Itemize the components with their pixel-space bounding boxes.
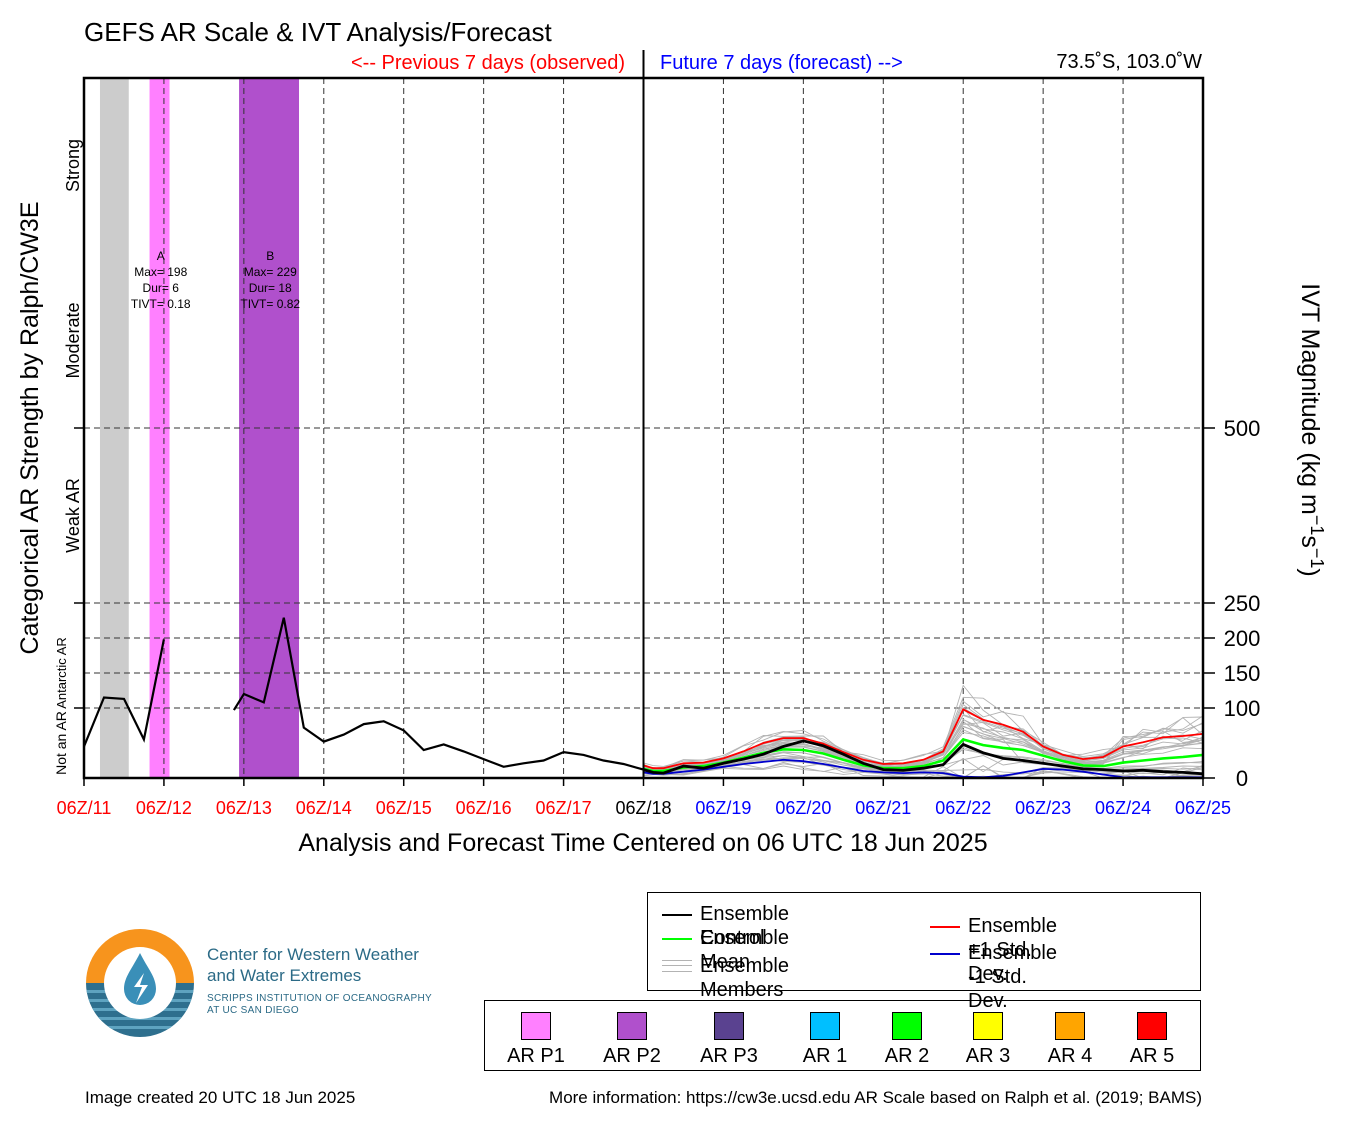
event-annotation-line: TIVT= 0.82: [240, 297, 300, 311]
x-tick-label: 06Z/24: [1095, 798, 1151, 818]
ar-scale-chip: [892, 1012, 922, 1040]
x-tick-label: 06Z/11: [57, 798, 112, 818]
x-tick-label: 06Z/25: [1175, 798, 1231, 818]
logo-org-name: Center for Western Weather and Water Ext…: [207, 944, 419, 986]
legend-label-members: Ensemble Members: [700, 955, 789, 1001]
x-tick-label: 06Z/15: [376, 798, 432, 818]
observed-ivt-line: [82, 639, 165, 747]
ar-scale-chip: [1055, 1012, 1085, 1040]
y-tick-label: 0: [1236, 766, 1248, 791]
ar-scale-item: AR 1: [785, 1001, 865, 1071]
footer-info: More information: https://cw3e.ucsd.edu …: [549, 1088, 1202, 1107]
y-axis-label-left: Categorical AR Strength by Ralph/CW3E: [16, 202, 44, 655]
ar-scale-key: AR P1 AR P2 AR P3 AR 1 AR 2 AR 3 AR 4 AR…: [484, 1000, 1201, 1071]
ar-scale-chip: [617, 1012, 647, 1040]
x-tick-label: 06Z/22: [935, 798, 991, 818]
category-label: Strong: [63, 139, 83, 192]
ar-scale-item: AR 2: [867, 1001, 947, 1071]
ar-scale-label: AR 5: [1129, 1045, 1175, 1067]
legend-swatch-plus-std: [930, 926, 960, 928]
ar-scale-chip: [973, 1012, 1003, 1040]
series-ensemble-1-std-dev: [643, 758, 1203, 779]
legend-swatch-control: [662, 914, 692, 916]
ensemble-member-line: [643, 696, 1204, 769]
x-tick-label: 06Z/16: [456, 798, 512, 818]
event-annotation-line: A: [157, 249, 165, 263]
x-tick-label: 06Z/18: [615, 798, 671, 818]
category-label: Antarctic AR: [54, 637, 69, 709]
ar-scale-item: AR 5: [1112, 1001, 1192, 1071]
logo-sub2: AT UC SAN DIEGO: [207, 1005, 299, 1016]
ivt-chart: A Max= 198 Dur= 6 TIVT= 0.18 B Max= 229 Dur= 1…: [16, 17, 1327, 857]
ar-scale-item: AR 3: [948, 1001, 1028, 1071]
legend-label-plus-std: Ensemble +1 Std. Dev.: [968, 915, 1057, 985]
event-annotation-line: B: [266, 249, 274, 263]
logo-line1: Center for Western Weather: [207, 945, 419, 964]
x-tick-label: 06Z/14: [296, 798, 352, 818]
ar-scale-chip: [1137, 1012, 1167, 1040]
ar-scale-label: AR 3: [965, 1045, 1011, 1067]
ar-scale-label: AR 1: [802, 1045, 848, 1067]
observed-ivt-line: [232, 617, 644, 771]
logo-subtitle: SCRIPPS INSTITUTION OF OCEANOGRAPHY AT U…: [207, 993, 432, 1017]
header-observed: <-- Previous 7 days (observed): [351, 52, 625, 74]
y-tick-label: 100: [1224, 696, 1261, 721]
y-tick-label: 150: [1224, 661, 1261, 686]
ar-scale-chip: [810, 1012, 840, 1040]
ar-scale-label: AR 4: [1047, 1045, 1093, 1067]
legend-swatch-members: [662, 960, 692, 972]
ensemble-member-line: [643, 684, 1204, 769]
logo-sub1: SCRIPPS INSTITUTION OF OCEANOGRAPHY: [207, 993, 432, 1004]
header-forecast: Future 7 days (forecast) -->: [660, 52, 903, 74]
event-annotation-line: Max= 198: [134, 265, 187, 279]
y-tick-label: 500: [1224, 416, 1261, 441]
ar-scale-item: AR P2: [592, 1001, 672, 1071]
legend-label-minus-std: Ensemble -1 Std. Dev.: [968, 942, 1057, 1012]
x-tick-label: 06Z/13: [216, 798, 272, 818]
category-label: Moderate: [63, 302, 83, 378]
legend-label-control: Ensemble Control: [700, 903, 789, 949]
y-tick-label: 200: [1224, 626, 1261, 651]
category-label: Weak AR: [63, 478, 83, 553]
x-axis-label: Analysis and Forecast Time Centered on 0…: [298, 829, 987, 857]
ensemble-member-line: [643, 718, 1204, 771]
ar-scale-label: AR P2: [603, 1045, 661, 1067]
ar-scale-item: AR 4: [1030, 1001, 1110, 1071]
ar-scale-label: AR P1: [507, 1045, 565, 1067]
legend: Ensemble Control Ensemble Mean Ensemble …: [647, 892, 1201, 1012]
x-tick-label: 06Z/19: [695, 798, 751, 818]
event-annotation-line: Dur= 6: [143, 281, 180, 295]
ar-scale-chip: [714, 1012, 744, 1040]
ar-scale-label: AR 2: [884, 1045, 930, 1067]
event-annotation-line: Dur= 18: [249, 281, 292, 295]
legend-swatch-mean: [662, 938, 692, 940]
category-label: Not an AR: [53, 711, 69, 775]
y-tick-label: 250: [1224, 591, 1261, 616]
chart-title: GEFS AR Scale & IVT Analysis/Forecast: [84, 17, 552, 47]
x-tick-label: 06Z/12: [136, 798, 192, 818]
legend-label-mean: Ensemble Mean: [700, 927, 789, 973]
x-tick-label: 06Z/21: [855, 798, 911, 818]
series-ensemble-control: [643, 739, 1204, 776]
series-ensemble-1-std-dev: [643, 708, 1204, 770]
cw3e-logo: [86, 929, 194, 1037]
location-label: 73.5˚S, 103.0˚W: [1056, 51, 1202, 73]
x-tick-label: 06Z/17: [536, 798, 592, 818]
footer-created: Image created 20 UTC 18 Jun 2025: [85, 1088, 356, 1107]
event-annotation-line: Max= 229: [244, 265, 297, 279]
x-tick-label: 06Z/23: [1015, 798, 1071, 818]
ar-scale-item: AR P1: [496, 1001, 576, 1071]
ar-scale-item: AR P3: [689, 1001, 769, 1071]
legend-swatch-minus-std: [930, 953, 960, 955]
event-annotation: B Max= 229 Dur= 18 TIVT= 0.82: [240, 249, 300, 311]
event-annotation-line: TIVT= 0.18: [131, 297, 191, 311]
logo-line2: and Water Extremes: [207, 966, 362, 985]
y-axis-label-right: IVT Magnitude (kg m−1s−1): [1296, 283, 1327, 576]
legend-swatch-members-mid: [662, 965, 692, 966]
ar-scale-label: AR P3: [700, 1045, 758, 1067]
ar-scale-chip: [521, 1012, 551, 1040]
x-tick-label: 06Z/20: [775, 798, 831, 818]
event-annotation: A Max= 198 Dur= 6 TIVT= 0.18: [131, 249, 191, 311]
